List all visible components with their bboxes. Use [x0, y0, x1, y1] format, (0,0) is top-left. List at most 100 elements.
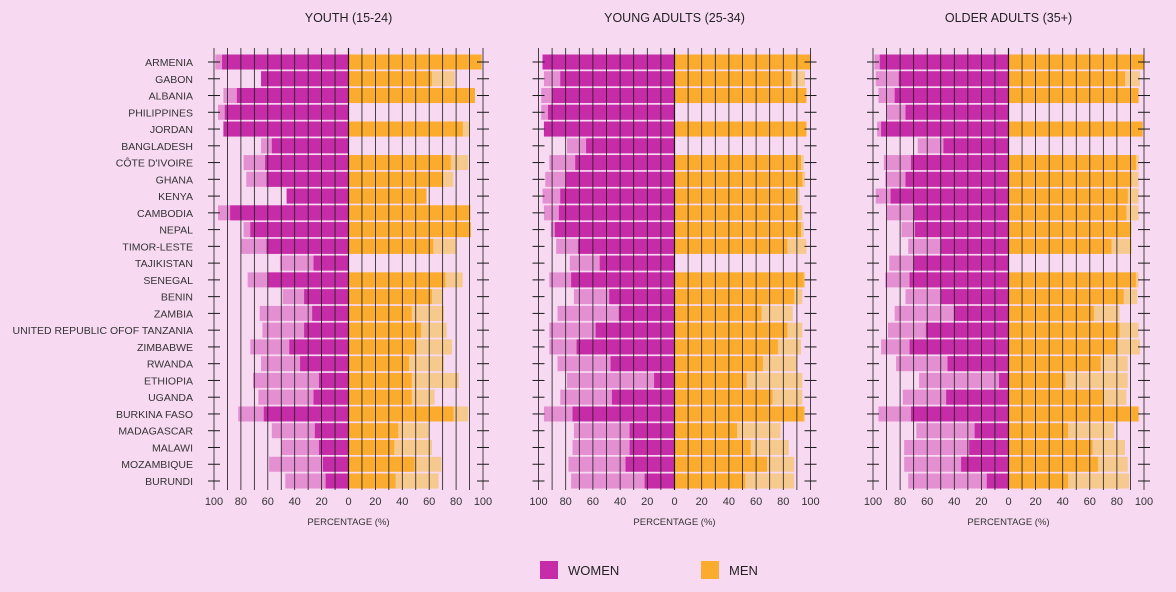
tick-label: 40	[614, 496, 626, 508]
tick-label: 40	[948, 496, 960, 508]
bar-men	[1008, 456, 1098, 472]
bar-men	[348, 423, 399, 439]
tick-label: 20	[1029, 496, 1041, 508]
category-label: ETHIOPIA	[144, 375, 193, 387]
panel-title-2: OLDER ADULTS (35+)	[945, 11, 1072, 25]
x-axis-label: PERCENTAGE (%)	[967, 517, 1049, 528]
bar-men	[674, 389, 773, 405]
bar-women	[300, 356, 349, 372]
bar-women	[289, 339, 349, 355]
bar-women	[894, 88, 1009, 104]
bar-women	[560, 71, 675, 87]
category-label: BURKINA FASO	[116, 409, 193, 421]
category-label: CÔTE D'IVOIRE	[116, 157, 193, 170]
bar-men	[674, 456, 767, 472]
bar-women	[558, 205, 675, 221]
bar-men	[348, 205, 470, 221]
bar-women	[915, 222, 1009, 238]
bar-women	[224, 104, 349, 120]
bar-women	[618, 305, 675, 321]
bar-men	[1008, 473, 1069, 489]
category-label: MALAWI	[152, 442, 193, 454]
bar-women	[286, 188, 349, 204]
bar-men	[674, 71, 792, 87]
bar-men	[348, 289, 432, 305]
tick-label: 60	[750, 496, 762, 508]
tick-label: 40	[289, 496, 301, 508]
tick-label: 60	[262, 496, 274, 508]
legend-label-men: MEN	[729, 563, 758, 578]
bar-women	[946, 389, 1009, 405]
bar-men	[348, 389, 412, 405]
bar-men	[1008, 171, 1132, 187]
category-label: UNITED REPUBLIC OFOF TANZANIA	[13, 325, 193, 337]
bar-men	[674, 222, 801, 238]
bar-men	[1008, 305, 1094, 321]
bar-women	[943, 138, 1009, 154]
bar-women	[898, 71, 1009, 87]
bar-women	[905, 104, 1009, 120]
bar-men	[674, 289, 795, 305]
bar-men	[674, 188, 796, 204]
category-label: SENEGAL	[143, 275, 193, 287]
tick-label: 100	[801, 496, 819, 508]
bar-men	[348, 222, 471, 238]
bar-men	[1008, 372, 1066, 388]
bar-women	[969, 439, 1009, 455]
bar-men	[1008, 406, 1139, 422]
bar-women	[879, 54, 1009, 70]
bar-men	[348, 171, 443, 187]
bar-men	[674, 322, 788, 338]
bar-women	[913, 255, 1009, 271]
tick-label: 80	[894, 496, 906, 508]
tick-label: 100	[864, 496, 882, 508]
bar-women	[266, 238, 349, 254]
tick-label: 20	[315, 496, 327, 508]
bar-women	[940, 238, 1009, 254]
bar-men	[674, 473, 746, 489]
category-label: GHANA	[156, 174, 193, 186]
bar-women	[629, 423, 675, 439]
bar-women	[263, 406, 349, 422]
tick-label: 20	[641, 496, 653, 508]
x-axis-label: PERCENTAGE (%)	[633, 517, 715, 528]
category-label: ARMENIA	[145, 57, 193, 69]
bar-men	[348, 456, 415, 472]
legend-swatch-men	[701, 561, 719, 579]
bar-men	[674, 155, 801, 171]
category-label: JORDAN	[150, 124, 193, 136]
bar-women	[548, 104, 675, 120]
bar-men	[1008, 222, 1131, 238]
bar-men	[1008, 439, 1093, 455]
bar-men	[674, 88, 807, 104]
bar-women	[999, 372, 1009, 388]
bar-men	[674, 121, 807, 137]
tick-label: 80	[235, 496, 247, 508]
bar-men	[674, 272, 804, 288]
x-axis-label: PERCENTAGE (%)	[307, 517, 389, 528]
tick-label: 60	[921, 496, 933, 508]
bar-men	[674, 339, 778, 355]
category-label: MOZAMBIQUE	[121, 459, 193, 471]
bar-men	[348, 54, 482, 70]
bar-women	[644, 473, 675, 489]
tick-label: 100	[529, 496, 547, 508]
bar-men	[1008, 289, 1124, 305]
category-label: PHILIPPINES	[128, 107, 193, 119]
bar-women	[986, 473, 1009, 489]
tick-label: 40	[723, 496, 735, 508]
bar-men	[348, 188, 427, 204]
bar-women	[265, 155, 349, 171]
bar-women	[542, 54, 675, 70]
category-label: TAJIKISTAN	[135, 258, 193, 270]
tick-label: 100	[1135, 496, 1153, 508]
bar-men	[1008, 205, 1127, 221]
bar-women	[318, 439, 349, 455]
bar-women	[890, 188, 1009, 204]
bar-women	[595, 322, 675, 338]
bar-women	[909, 272, 1009, 288]
bar-women	[910, 406, 1009, 422]
bar-men	[348, 121, 463, 137]
bar-men	[674, 356, 763, 372]
bar-women	[905, 171, 1009, 187]
